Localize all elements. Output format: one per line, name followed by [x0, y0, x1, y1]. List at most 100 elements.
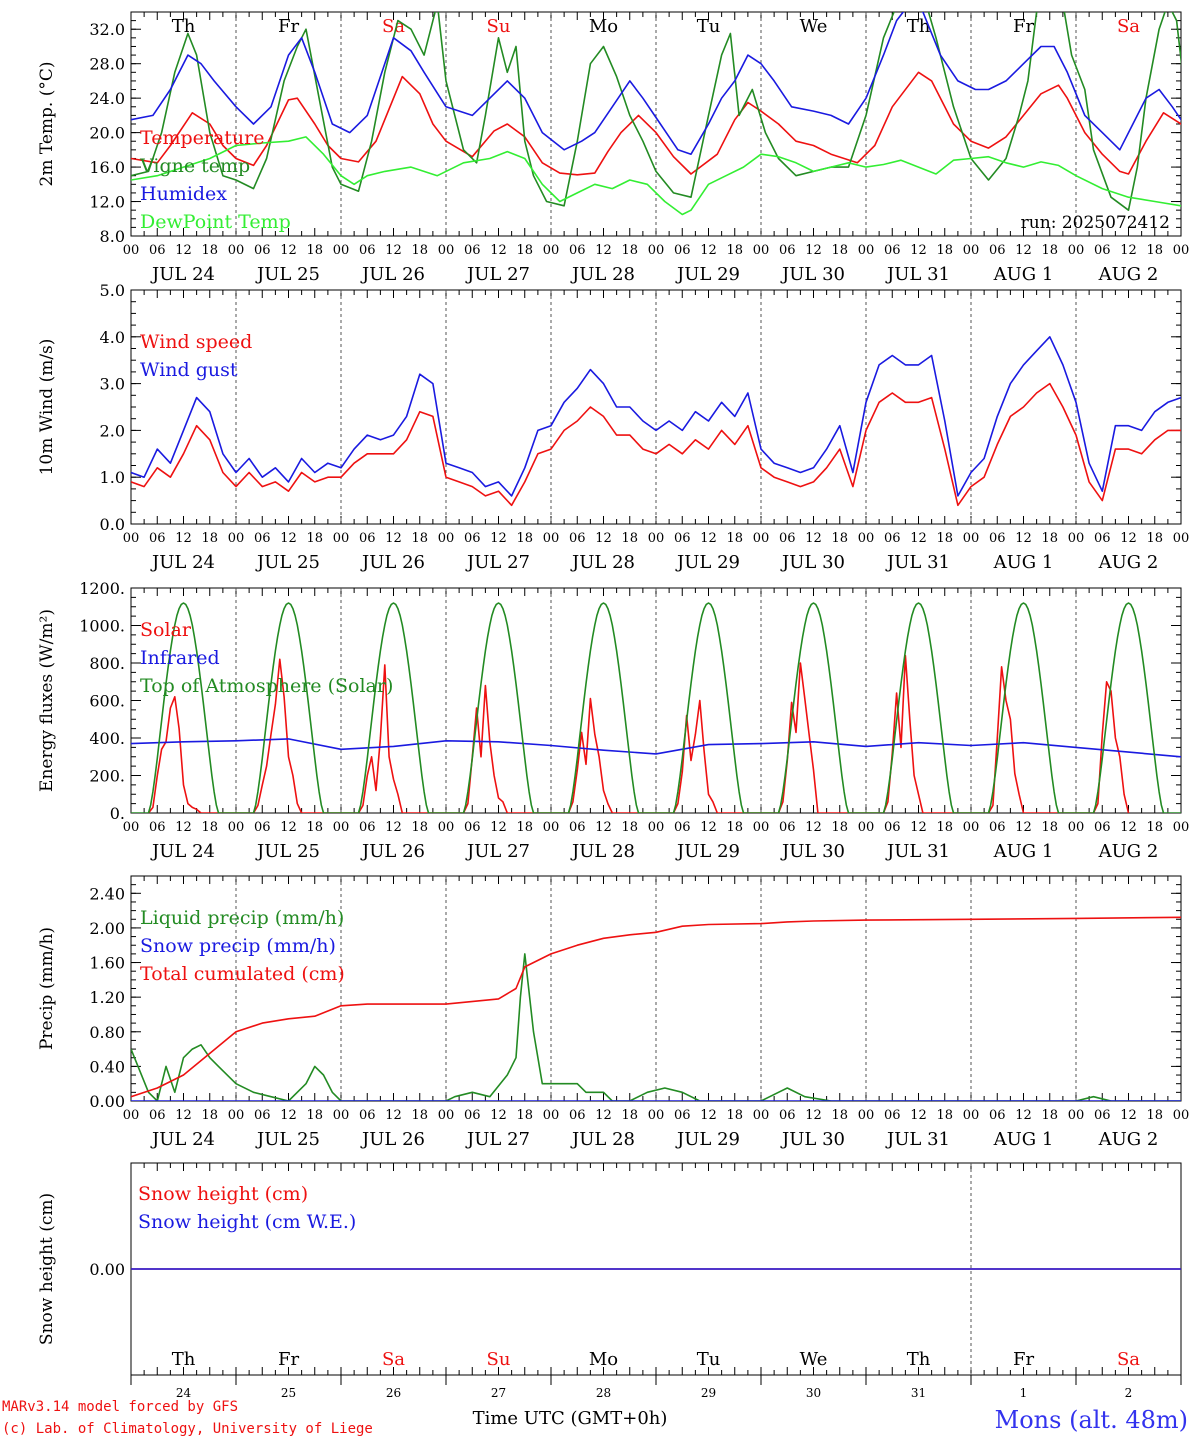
- hour-label: 06: [464, 1108, 481, 1123]
- weekday-label: Su: [487, 1349, 511, 1370]
- y-tick-label: 1200.: [79, 579, 125, 598]
- hour-label: 00: [858, 531, 875, 546]
- y-tick-label: 5.0: [100, 281, 125, 300]
- day-number-label: 2: [1125, 1386, 1133, 1400]
- day-number-label: 30: [806, 1386, 821, 1400]
- panel-wind: 5.0 4.0 3.0 2.0 1.0 0.0 10m Wind (m/s) 00 06 12 18…: [37, 281, 1190, 573]
- station-label: Mons (alt. 48m): [995, 1406, 1188, 1434]
- date-label: JUL 26: [360, 841, 425, 862]
- hour-label: 18: [201, 243, 218, 258]
- y-tick-label: 24.0: [89, 89, 125, 108]
- series-line-energy-1: [131, 738, 1181, 758]
- weekday-label: Mo: [589, 1349, 618, 1370]
- day-number-label: 27: [491, 1386, 506, 1400]
- hour-label: 06: [359, 531, 376, 546]
- date-label: JUL 29: [675, 841, 740, 862]
- hour-label: 06: [359, 1108, 376, 1123]
- hour-label: 06: [464, 820, 481, 835]
- hour-label: 00: [858, 1108, 875, 1123]
- y-tick-label: 1.20: [89, 988, 125, 1007]
- hour-label: 00: [543, 820, 560, 835]
- date-label: JUL 26: [360, 1129, 425, 1150]
- hour-label: 06: [779, 1108, 796, 1123]
- date-label: JUL 31: [885, 552, 950, 573]
- weekday-label: Tu: [697, 16, 721, 37]
- day-number-label: 29: [701, 1386, 716, 1400]
- hour-label: 18: [201, 1108, 218, 1123]
- hour-label: 12: [595, 531, 612, 546]
- hour-label: 18: [411, 531, 428, 546]
- hour-label: 06: [674, 531, 691, 546]
- hour-label: 12: [280, 243, 297, 258]
- legend-entry: Liquid precip (mm/h): [140, 907, 344, 929]
- hour-label: 18: [936, 1108, 953, 1123]
- y-tick-label: 0.00: [89, 1092, 125, 1111]
- weekday-label: Fr: [1013, 1349, 1034, 1370]
- y-tick-label: 2.40: [89, 884, 125, 903]
- hour-label: 00: [228, 243, 245, 258]
- weekday-label: Sa: [1117, 16, 1140, 37]
- hour-label: 00: [858, 820, 875, 835]
- hour-label: 00: [753, 243, 770, 258]
- hour-label: 06: [674, 1108, 691, 1123]
- hour-label: 00: [333, 531, 350, 546]
- hour-label: 00: [438, 1108, 455, 1123]
- hour-label: 00: [543, 531, 560, 546]
- hour-label: 00: [753, 1108, 770, 1123]
- hour-label: 12: [1120, 1108, 1137, 1123]
- date-label: AUG 1: [993, 841, 1054, 862]
- date-label: JUL 30: [780, 841, 845, 862]
- weekday-label: Th: [172, 1349, 196, 1370]
- y-tick-label: 400.: [89, 729, 125, 748]
- y-tick-label: 0.80: [89, 1023, 125, 1042]
- hour-label: 12: [1015, 243, 1032, 258]
- y-tick-label: 600.: [89, 692, 125, 711]
- hour-label: 06: [884, 243, 901, 258]
- day-number-label: 1: [1020, 1386, 1028, 1400]
- y-axis-label: 10m Wind (m/s): [37, 339, 57, 476]
- weekday-label: Fr: [278, 1349, 299, 1370]
- y-tick-label: 12.0: [89, 193, 125, 212]
- series-line-temp-0: [131, 71, 1181, 176]
- hour-label: 06: [779, 820, 796, 835]
- weekday-label: We: [800, 16, 828, 37]
- legend-entry: Temperature: [140, 127, 264, 149]
- hour-label: 18: [831, 1108, 848, 1123]
- weekday-label: Fr: [1013, 16, 1034, 37]
- time-axis-label: Time UTC (GMT+0h): [473, 1408, 668, 1429]
- hour-label: 06: [674, 243, 691, 258]
- hour-label: 12: [385, 1108, 402, 1123]
- day-number-label: 24: [176, 1386, 192, 1400]
- date-label: AUG 2: [1098, 841, 1159, 862]
- date-label: JUL 29: [675, 1129, 740, 1150]
- y-tick-label: 1.0: [100, 468, 125, 487]
- y-tick-label: 1.60: [89, 954, 125, 973]
- panel-temp: 32.0 28.0 24.0 20.0 16.0 12.0 8.0 2m Temp. (°C)…: [37, 11, 1189, 285]
- hour-label: 06: [884, 820, 901, 835]
- hour-label: 00: [1173, 531, 1190, 546]
- date-label: JUL 30: [780, 1129, 845, 1150]
- hour-label: 00: [123, 243, 140, 258]
- series-line-energy-0: [147, 654, 1130, 813]
- hour-label: 12: [385, 820, 402, 835]
- hour-label: 12: [1120, 243, 1137, 258]
- hour-label: 12: [700, 243, 717, 258]
- hour-label: 00: [123, 531, 140, 546]
- weekday-label: Sa: [382, 1349, 405, 1370]
- day-number-label: 28: [596, 1386, 611, 1400]
- legend-entry: Humidex: [140, 183, 227, 205]
- hour-label: 12: [490, 531, 507, 546]
- legend-entry: Total cumulated (cm): [140, 963, 345, 985]
- hour-label: 06: [674, 820, 691, 835]
- weekday-label: Su: [487, 16, 511, 37]
- hour-label: 00: [963, 531, 980, 546]
- hour-label: 00: [1068, 820, 1085, 835]
- hour-label: 12: [490, 243, 507, 258]
- date-label: JUL 24: [150, 552, 215, 573]
- legend-entry: Solar: [140, 619, 192, 641]
- hour-label: 00: [963, 243, 980, 258]
- y-axis-label: Energy fluxes (W/m²): [37, 609, 57, 792]
- legend-entry: Top of Atmosphere (Solar): [140, 675, 393, 697]
- hour-label: 06: [359, 243, 376, 258]
- hour-ticks: [130, 1163, 1182, 1375]
